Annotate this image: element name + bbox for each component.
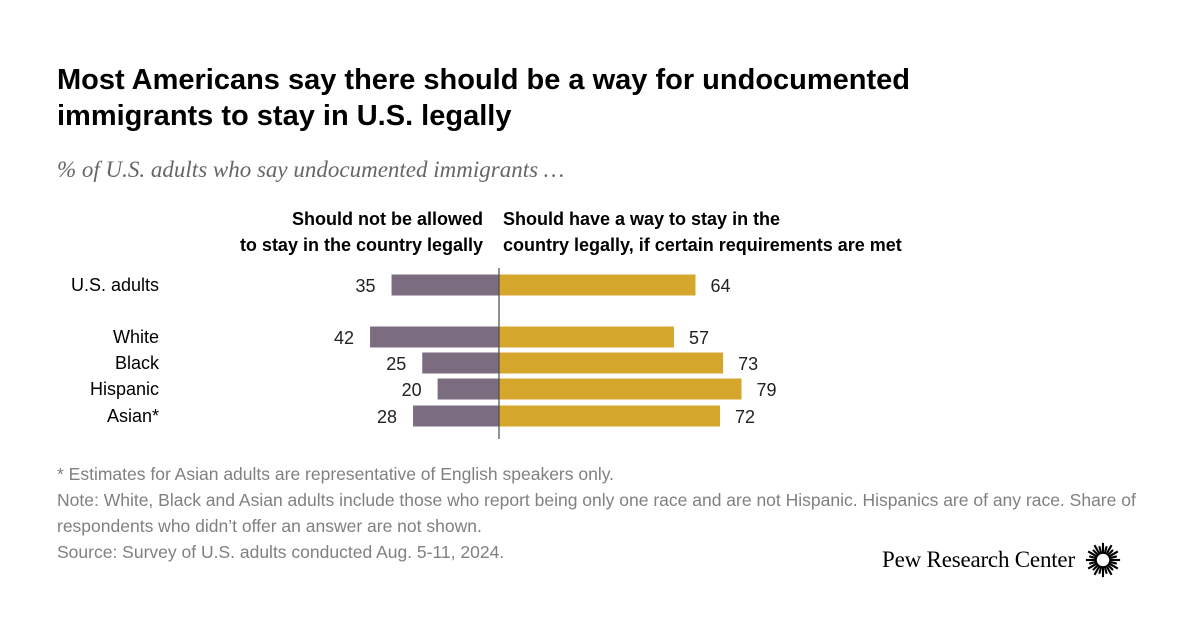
sunburst-ray [1087,550,1099,558]
sunburst-ray [1107,562,1119,570]
sunburst-ray [1092,563,1100,571]
sunburst-ray [1103,545,1108,555]
sunburst-ray [1108,555,1117,560]
sunburst-ray [1107,550,1119,558]
sunburst-ray [1106,549,1114,557]
right-column-header-line-1: Should have a way to stay in the [503,209,781,229]
pew-logo: Pew Research Center [882,542,1122,578]
value-label-way-to-stay-white: 57 [689,328,709,348]
sunburst-ray [1105,564,1113,576]
sunburst-ray [1088,555,1098,560]
sunburst-ray [1088,560,1098,565]
value-label-not-allowed-u-s-adults: 35 [356,276,376,296]
bar-way-to-stay-u-s-adults [499,274,696,296]
left-column-header-line-1: Should not be allowed [292,209,483,229]
pew-sunburst-icon [1085,542,1121,578]
bar-not-allowed-black [422,352,499,374]
chart-title: Most Americans say there should be a way… [57,64,911,132]
sunburst-ray [1098,565,1103,575]
logo-text: Pew Research Center [882,547,1075,572]
sunburst-ray [1093,564,1101,576]
value-label-not-allowed-black: 25 [386,354,406,374]
footnotes: * Estimates for Asian adults are represe… [57,461,1147,565]
sunburst-ray [1105,544,1113,556]
sunburst-ray [1087,562,1099,570]
category-label-hispanic: Hispanic [90,379,159,399]
bar-not-allowed-asian [413,405,499,427]
footnote-source: Source: Survey of U.S. adults conducted … [57,542,505,562]
left-column-header: Should not be allowed to stay in the cou… [190,206,483,258]
category-label-u-s-adults: U.S. adults [71,275,159,295]
sunburst-ray [1103,565,1108,575]
right-column-header-line-2: country legally, if certain requirements… [503,235,902,255]
category-label-asian: Asian* [107,406,159,426]
bar-not-allowed-u-s-adults [391,274,499,296]
bar-way-to-stay-hispanic [499,378,742,400]
bar-not-allowed-white [370,326,499,348]
sunburst-ray [1106,563,1114,571]
bar-way-to-stay-white [499,326,674,348]
value-label-not-allowed-hispanic: 20 [402,380,422,400]
sunburst-ray [1098,545,1103,555]
sunburst-ray [1093,544,1101,556]
value-label-not-allowed-white: 42 [334,328,354,348]
category-label-white: White [113,327,159,347]
value-label-way-to-stay-black: 73 [738,354,758,374]
bar-not-allowed-hispanic [437,378,499,400]
sunburst-ray [1108,560,1117,565]
chart-subtitle: % of U.S. adults who say undocumented im… [57,157,565,182]
right-column-header: Should have a way to stay in the country… [503,206,1023,258]
value-label-not-allowed-asian: 28 [377,407,397,427]
category-label-black: Black [115,353,160,373]
footnote-note: Note: White, Black and Asian adults incl… [57,490,1136,536]
left-column-header-line-2: to stay in the country legally [239,235,483,255]
bar-way-to-stay-asian [499,405,721,427]
value-label-way-to-stay-hispanic: 79 [757,380,777,400]
sunburst-ray [1092,549,1100,557]
footnote-asterisk: * Estimates for Asian adults are represe… [57,464,615,484]
bar-way-to-stay-black [499,352,724,374]
value-label-way-to-stay-asian: 72 [735,407,755,427]
value-label-way-to-stay-u-s-adults: 64 [710,276,730,296]
